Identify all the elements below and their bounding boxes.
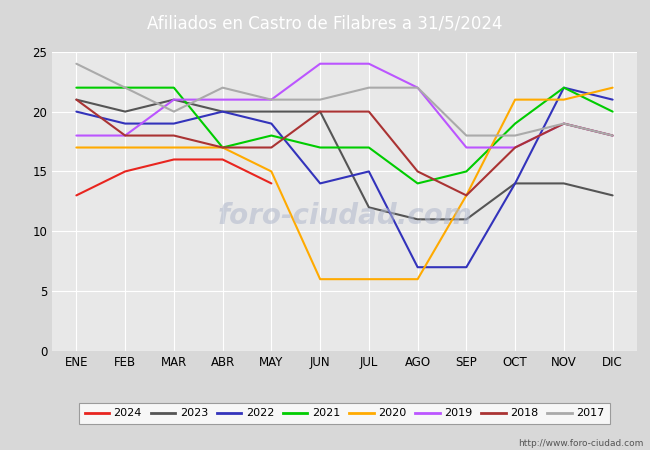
Text: foro-ciudad.com: foro-ciudad.com: [217, 202, 472, 230]
Legend: 2024, 2023, 2022, 2021, 2020, 2019, 2018, 2017: 2024, 2023, 2022, 2021, 2020, 2019, 2018…: [79, 403, 610, 424]
Text: http://www.foro-ciudad.com: http://www.foro-ciudad.com: [518, 439, 644, 448]
Text: Afiliados en Castro de Filabres a 31/5/2024: Afiliados en Castro de Filabres a 31/5/2…: [148, 14, 502, 33]
